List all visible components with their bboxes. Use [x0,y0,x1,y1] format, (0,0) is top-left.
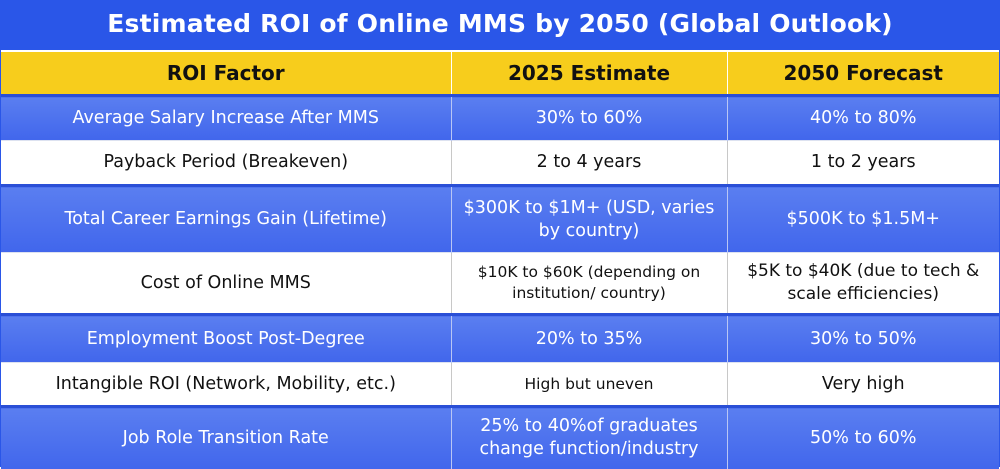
page-title: Estimated ROI of Online MMS by 2050 (Glo… [107,9,893,38]
roi-factor-cell: Average Salary Increase After MMS [1,94,452,141]
table-row: Payback Period (Breakeven) 2 to 4 years … [1,140,999,186]
estimate-2025-cell: High but uneven [451,362,728,407]
forecast-2050-cell: 40% to 80% [727,94,999,141]
forecast-2050-cell: 50% to 60% [727,405,999,469]
table-header-row: ROI Factor 2025 Estimate 2050 Forecast [1,50,999,96]
forecast-2050-cell: $5K to $40K (due to tech & scale efficie… [727,252,999,315]
forecast-2050-cell: 1 to 2 years [727,140,999,186]
table-row: Employment Boost Post-Degree 20% to 35% … [1,313,999,363]
table-row: Average Salary Increase After MMS 30% to… [1,94,999,141]
roi-table: ROI Factor 2025 Estimate 2050 Forecast A… [1,50,999,469]
table-row: Intangible ROI (Network, Mobility, etc.)… [1,362,999,407]
forecast-2050-cell: $500K to $1.5M+ [727,184,999,253]
header-2025-estimate: 2025 Estimate [451,50,728,96]
forecast-2050-cell: 30% to 50% [727,313,999,363]
header-roi-factor: ROI Factor [1,50,452,96]
estimate-2025-cell: $10K to $60K (depending on institution/ … [451,252,728,315]
roi-factor-cell: Cost of Online MMS [1,252,452,315]
roi-factor-cell: Intangible ROI (Network, Mobility, etc.) [1,362,452,407]
roi-factor-cell: Job Role Transition Rate [1,405,452,469]
estimate-2025-cell: 2 to 4 years [451,140,728,186]
estimate-2025-cell: 25% to 40%of graduates change function/i… [451,405,728,469]
estimate-2025-cell: 20% to 35% [451,313,728,363]
header-2050-forecast: 2050 Forecast [727,50,999,96]
table-row: Total Career Earnings Gain (Lifetime) $3… [1,184,999,253]
table-row: Cost of Online MMS $10K to $60K (dependi… [1,252,999,315]
roi-factor-cell: Payback Period (Breakeven) [1,140,452,186]
forecast-2050-cell: Very high [727,362,999,407]
estimate-2025-cell: $300K to $1M+ (USD, varies by country) [451,184,728,253]
roi-factor-cell: Employment Boost Post-Degree [1,313,452,363]
roi-factor-cell: Total Career Earnings Gain (Lifetime) [1,184,452,253]
table-row: Job Role Transition Rate 25% to 40%of gr… [1,405,999,469]
estimate-2025-cell: 30% to 60% [451,94,728,141]
